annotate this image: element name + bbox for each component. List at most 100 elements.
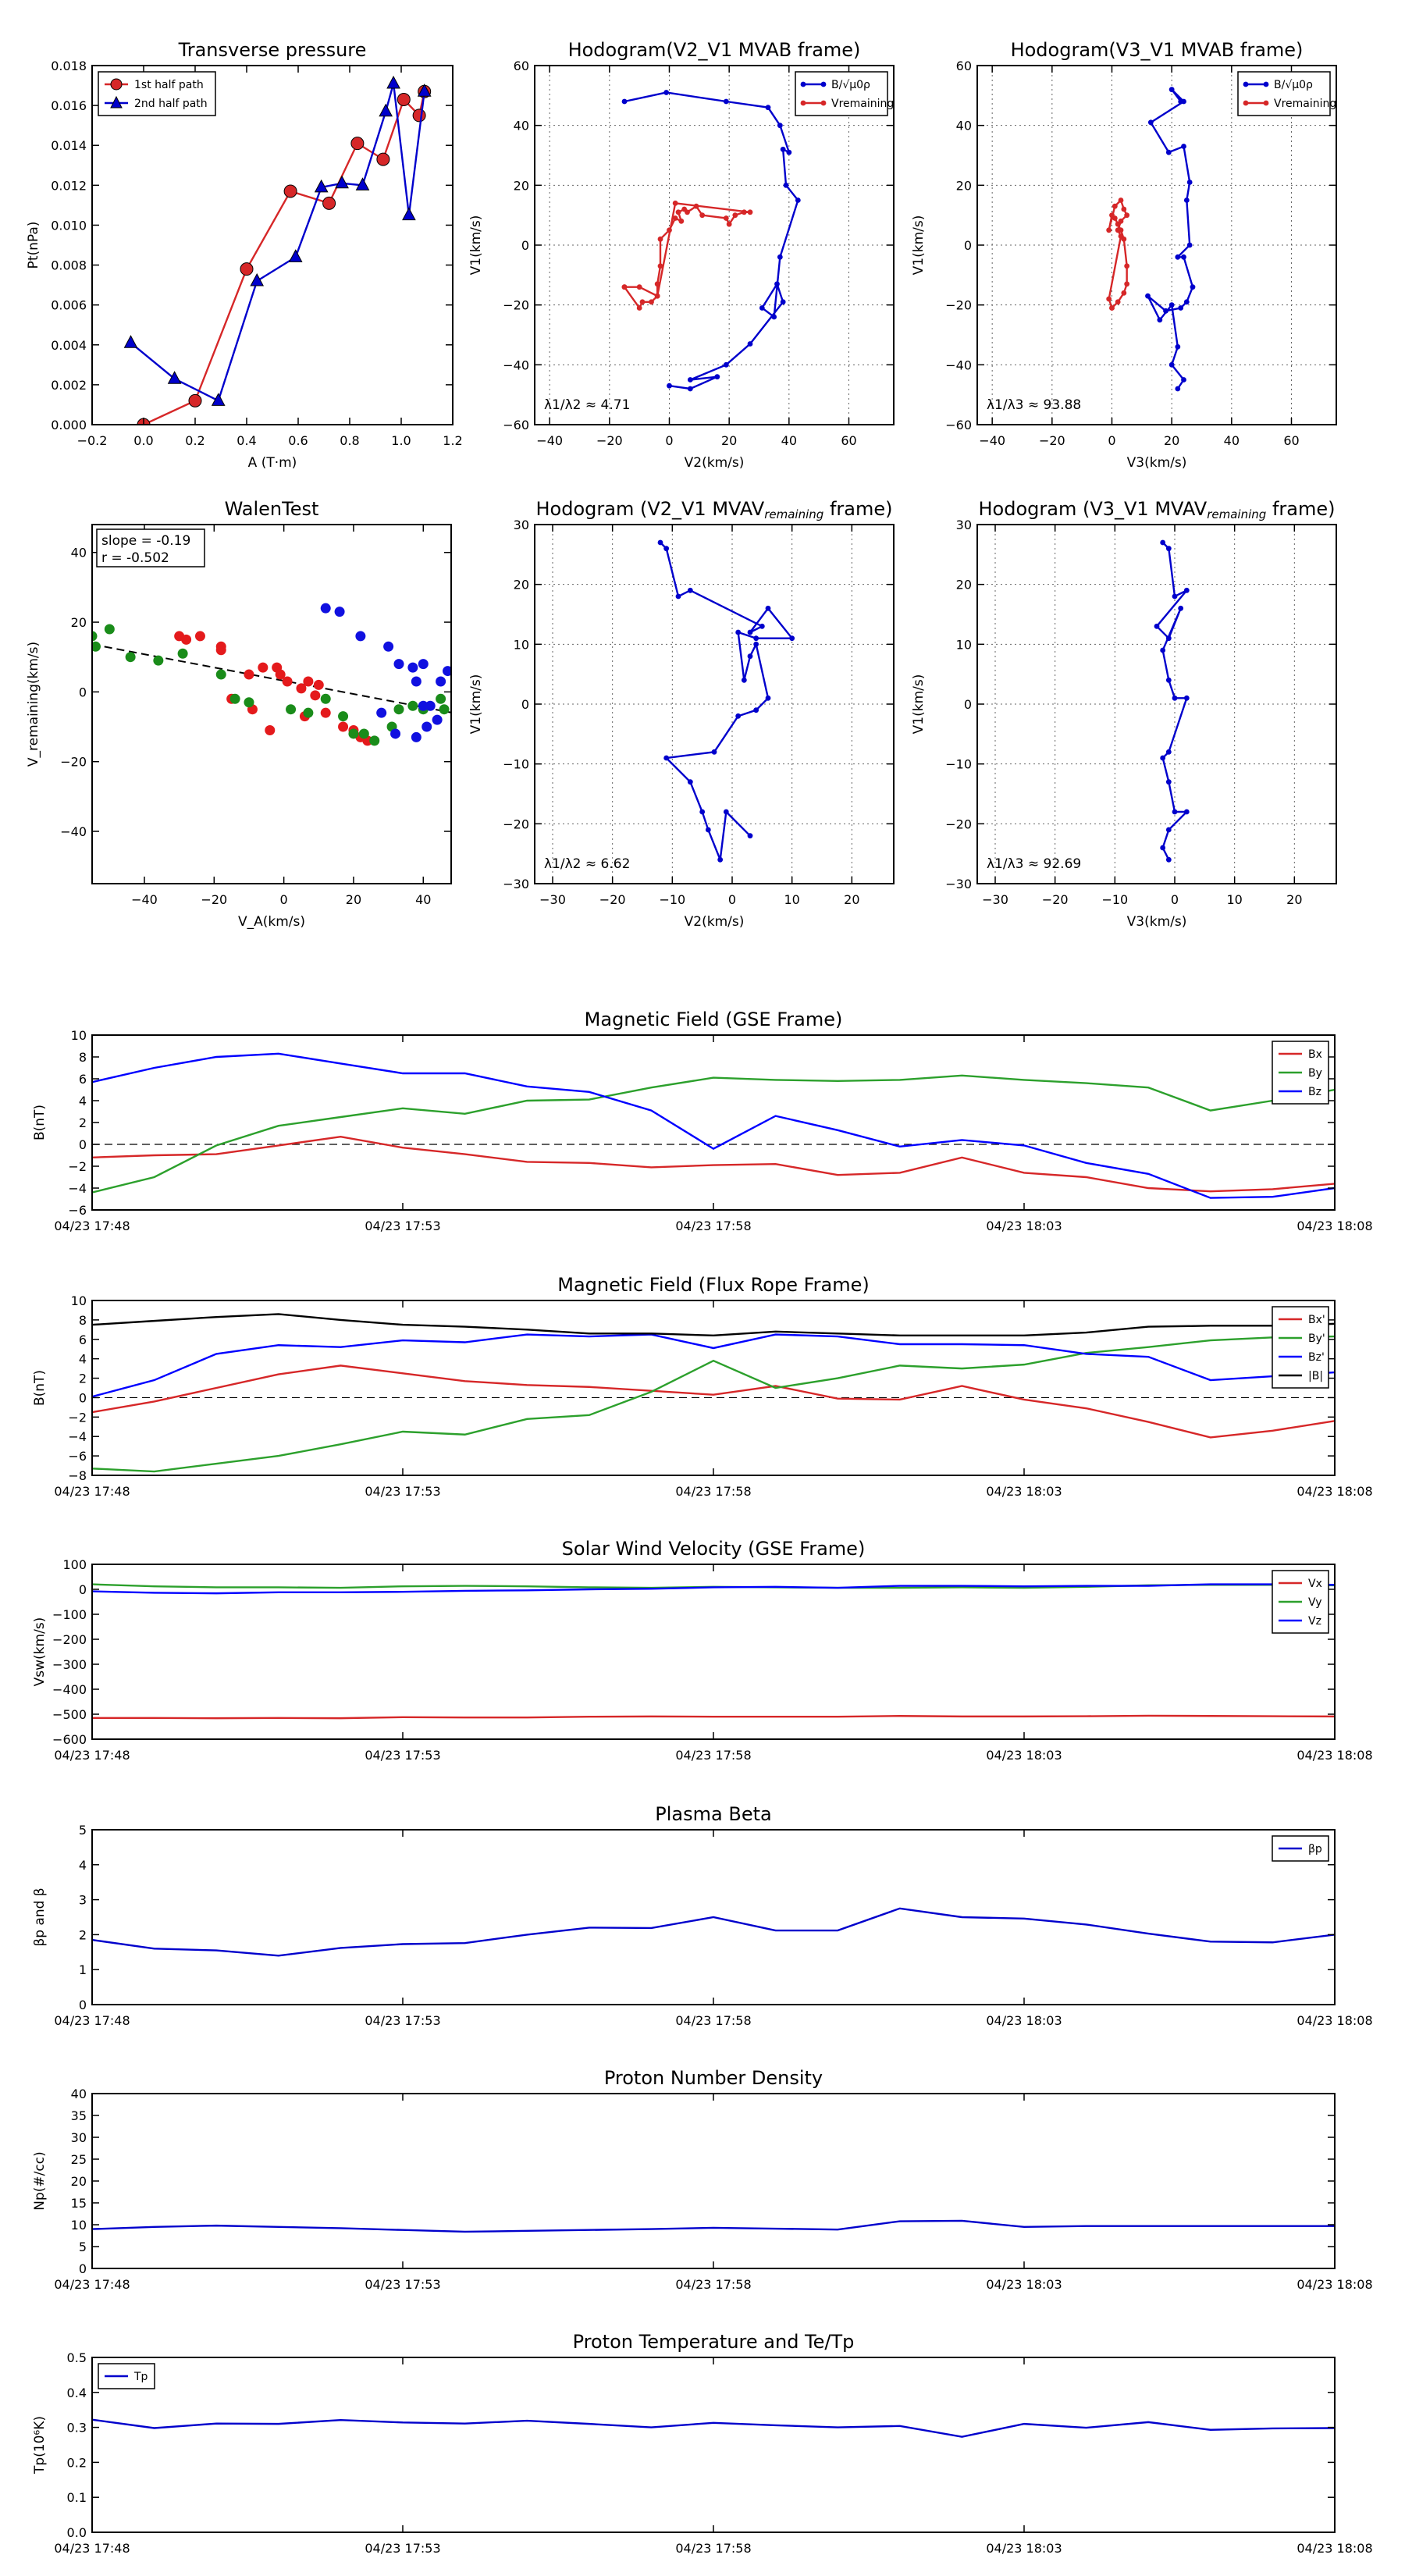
data-point [1172,593,1178,600]
y-tick-label: 0 [79,1998,87,2012]
x-tick-label: −30 [539,892,566,907]
data-point [1118,218,1124,224]
y-tick-label: 6 [79,1332,87,1347]
y-tick-label: −30 [503,877,529,891]
x-axis-label: V3(km/s) [1127,455,1187,471]
x-tick-label: 10 [784,892,799,907]
chart-title: Transverse pressure [178,39,367,61]
y-axis: −8 −6 −4 −2 0 2 4 6 8 10 [68,1293,1335,1483]
y-axis: 0.000 0.002 0.004 0.006 0.008 0.010 0.012 0.014… [51,59,453,432]
legend-label: 1st half path [134,79,204,91]
series-line [92,1313,1335,1337]
x-tick-label: 0 [728,892,736,907]
y-tick-label: −6 [68,1449,87,1464]
scatter-point [194,631,205,642]
x-tick-label: 04/23 17:53 [365,1219,440,1233]
legend-label: Vremaining [831,98,894,110]
data-point [1168,87,1175,93]
data-point [657,263,663,269]
y-tick-label: 0 [79,1137,87,1152]
data-point [1183,587,1190,593]
x-tick-label: 04/23 17:48 [54,2013,130,2028]
x-axis: 04/23 17:48 04/23 17:53 04/23 17:58 04/23 1… [54,2357,1373,2556]
data-point [1160,539,1166,546]
y-tick-label: 25 [71,2152,87,2167]
data-point [1157,317,1163,323]
data-point [667,227,672,233]
series-line [92,1074,1335,1194]
y-tick-label: 6 [79,1072,87,1087]
y-tick-label: 0 [79,2261,87,2276]
series-line [92,2219,1335,2233]
data-point [699,212,706,219]
data-point [1183,695,1190,701]
x-tick-label: −40 [131,892,158,907]
legend-frame [1272,1306,1329,1389]
x-tick-label: 40 [781,433,797,448]
data-point [759,623,765,629]
scatter-point [436,693,446,704]
data-point [753,707,759,713]
x-tick-label: 0.4 [237,433,256,448]
y-tick-label: 8 [79,1313,87,1328]
x-axis-label: V2(km/s) [685,914,745,930]
data-point [1168,302,1175,308]
y-tick-label: −40 [503,358,529,372]
x-tick-label: 20 [844,892,859,907]
chart-title: Magnetic Field (Flux Rope Frame) [557,1274,869,1296]
data-point [1165,677,1172,683]
data-point [1181,98,1186,105]
y-tick-label: 4 [79,1858,87,1873]
x-tick-label: 0 [1171,892,1179,907]
data-point [1165,546,1172,552]
data-point [667,382,672,389]
y-axis-label: B(nT) [32,1370,48,1406]
x-tick-label: 0.8 [340,433,359,448]
x-tick-label: 04/23 17:48 [54,1484,130,1499]
data-point [687,377,693,382]
data-point [636,305,642,311]
y-axis-label: V1(km/s) [468,215,484,276]
y-tick-label: 0.014 [51,138,87,153]
fit-line [92,643,451,713]
series-2nd-half-path [123,75,432,406]
legend-label: |B| [1308,1370,1323,1382]
series-line [92,1714,1335,1720]
plot-frame [91,2357,1336,2533]
data-point [322,196,336,210]
x-tick-label: 04/23 18:08 [1297,1484,1372,1499]
legend-frame [795,71,888,116]
y-tick-label: 10 [514,637,529,652]
y-tick-label: 10 [71,2218,87,2233]
legend-label: Vz [1308,1615,1321,1628]
scatter-point [310,690,321,701]
y-tick-label: 30 [514,518,529,532]
series-line [92,2418,1335,2438]
scatter-point [265,724,276,735]
x-tick-label: 20 [1286,892,1302,907]
y-axis-label: V1(km/s) [468,674,484,735]
y-tick-label: −20 [945,817,972,831]
series-line [660,542,795,860]
data-point [397,92,411,106]
x-axis-label: V2(km/s) [685,455,745,471]
x-tick-label: 60 [841,433,856,448]
y-axis-label: Tp(10⁶K) [32,2416,48,2475]
x-tick-label: −40 [979,433,1005,448]
x-tick-label: −10 [1101,892,1128,907]
y-tick-label: 40 [956,119,972,133]
data-point [1109,305,1115,311]
data-point [675,209,681,215]
data-point [747,209,753,215]
chart-hodo1: Hodogram(V2_V1 MVAB frame) −60 −40 −20 0 20 40… [468,39,895,471]
data-point [402,207,416,221]
data-point [654,293,660,299]
x-axis-label: V_A(km/s) [238,914,305,930]
series-line [624,91,799,390]
scatter-point [258,662,269,673]
annotation-text: slope = -0.19 [101,533,190,549]
scatter-point [320,603,331,614]
data-point [1154,623,1160,629]
x-axis: −40 −20 0 20 40 [131,525,431,907]
series-blue [320,603,451,742]
